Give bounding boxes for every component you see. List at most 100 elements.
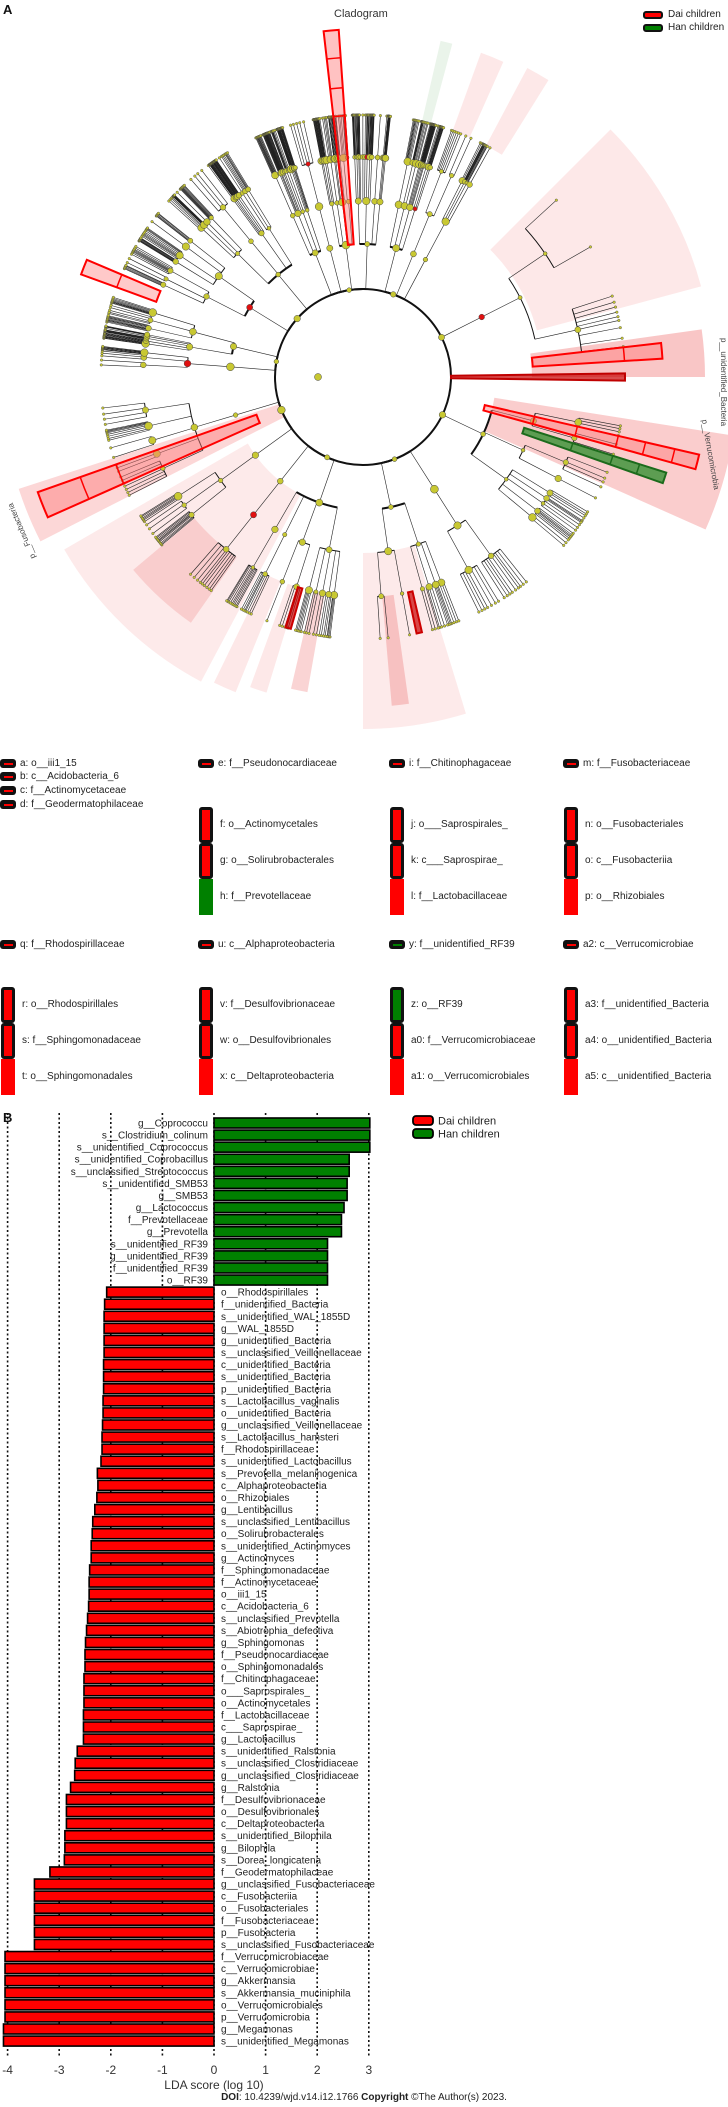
branch-line: [322, 549, 331, 594]
branch-line: [313, 592, 322, 635]
branch-line: [329, 595, 336, 637]
branch-line: [371, 201, 375, 245]
tree-node: [145, 325, 152, 332]
branch-line: [112, 300, 153, 314]
bar-label: f__Desulfovibrionaceae: [221, 1795, 326, 1806]
branch-line: [481, 297, 521, 318]
clade-bar-divider: [333, 114, 345, 118]
branch-line: [447, 531, 469, 571]
branch-line: [257, 136, 275, 176]
key-label-z: z: o__RF39: [411, 999, 463, 1010]
bar-label: s__Lactobacillus_hamsteri: [221, 1433, 339, 1444]
tree-node: [324, 454, 330, 461]
branch-line: [211, 217, 242, 250]
tree-node: [517, 295, 523, 300]
branch-line: [142, 496, 179, 520]
branch-line: [190, 542, 219, 575]
leaf-node: [265, 619, 269, 623]
bar-label: c__Verrucomicrobiae: [221, 1964, 315, 1975]
branch-line: [449, 135, 467, 175]
bar-label: s__unclassified_Veillonellaceae: [221, 1348, 362, 1359]
branch-line: [144, 231, 180, 256]
bar: [86, 1612, 215, 1625]
tree-node: [258, 230, 265, 237]
branch-line: [173, 196, 204, 226]
clade-bar-divider: [569, 442, 574, 451]
key-label-n: n: o__Fusobacteriales: [585, 819, 684, 830]
x-tick-label: 1: [262, 2063, 269, 2077]
branch-line: [292, 168, 307, 211]
branch-line: [333, 551, 341, 596]
tree-node: [226, 362, 235, 371]
branch-line: [498, 489, 533, 518]
bar: [85, 1624, 215, 1637]
branch-line: [319, 118, 327, 161]
branch-line: [356, 115, 359, 158]
bar: [94, 1503, 215, 1516]
bar-label: f__Fusobacteriaceae: [221, 1916, 315, 1927]
tree-node: [222, 546, 230, 553]
branch-line: [244, 191, 270, 229]
tree-node: [318, 589, 326, 597]
bar: [4, 1950, 215, 1963]
branch-line: [211, 162, 237, 198]
bar: [33, 1914, 215, 1927]
tree-node: [528, 513, 537, 522]
leaf-node: [200, 168, 204, 172]
clade-sector: [382, 594, 409, 706]
branch-line: [279, 128, 294, 169]
leaf-node: [134, 244, 138, 248]
legend-item-han: Han children: [643, 22, 724, 33]
branch-line: [493, 553, 519, 589]
branch-line: [127, 473, 166, 493]
branch-line: [434, 489, 458, 526]
branch-line: [497, 550, 524, 585]
tree-node: [142, 406, 149, 414]
branch-line: [206, 553, 233, 588]
branch-line: [499, 548, 527, 583]
branch-line: [170, 270, 210, 293]
legend-label: Dai children: [438, 1116, 496, 1128]
branch-line: [274, 175, 293, 216]
bar: [65, 1805, 215, 1818]
key-swatch-j: [390, 807, 404, 843]
branch-line: [224, 154, 248, 191]
branch-line: [160, 517, 194, 545]
bar: [64, 1841, 215, 1854]
branch-line: [129, 476, 167, 496]
branch-line: [268, 132, 284, 172]
branch-line: [112, 299, 153, 313]
branch-line: [155, 511, 190, 538]
branch-line: [148, 327, 192, 339]
branch-line: [415, 544, 430, 587]
leaf-node: [480, 608, 484, 612]
leaf-node: [145, 226, 149, 230]
leaf-node: [295, 122, 299, 126]
leaf-node: [469, 136, 473, 140]
tree-node: [248, 238, 254, 244]
bar-label: s__unidentified_Actinomyces: [221, 1541, 351, 1552]
branch-line: [296, 589, 308, 631]
key-label-o: o: c__Fusobacteriia: [585, 855, 673, 866]
key-swatch-a5: [564, 1059, 578, 1095]
branch-line: [158, 213, 192, 240]
branch-line: [375, 201, 381, 245]
branch-line: [423, 588, 436, 629]
key-swatch: [389, 759, 405, 768]
leaf-node: [189, 572, 193, 576]
tree-node: [430, 484, 439, 494]
branch-line: [143, 364, 188, 368]
branch-line: [213, 161, 239, 197]
branch-line: [558, 478, 596, 499]
branch-line: [359, 115, 361, 158]
tree-node: [480, 431, 486, 437]
branch-line: [145, 343, 190, 351]
branch-line: [230, 366, 276, 371]
branch-line: [231, 567, 254, 604]
branch-line: [319, 460, 335, 503]
branch-line: [162, 449, 204, 469]
leaf-node: [124, 487, 128, 491]
key-label: b: c__Acidobacteria_6: [20, 771, 119, 782]
branch-line: [358, 201, 360, 245]
branch-line: [409, 451, 435, 490]
